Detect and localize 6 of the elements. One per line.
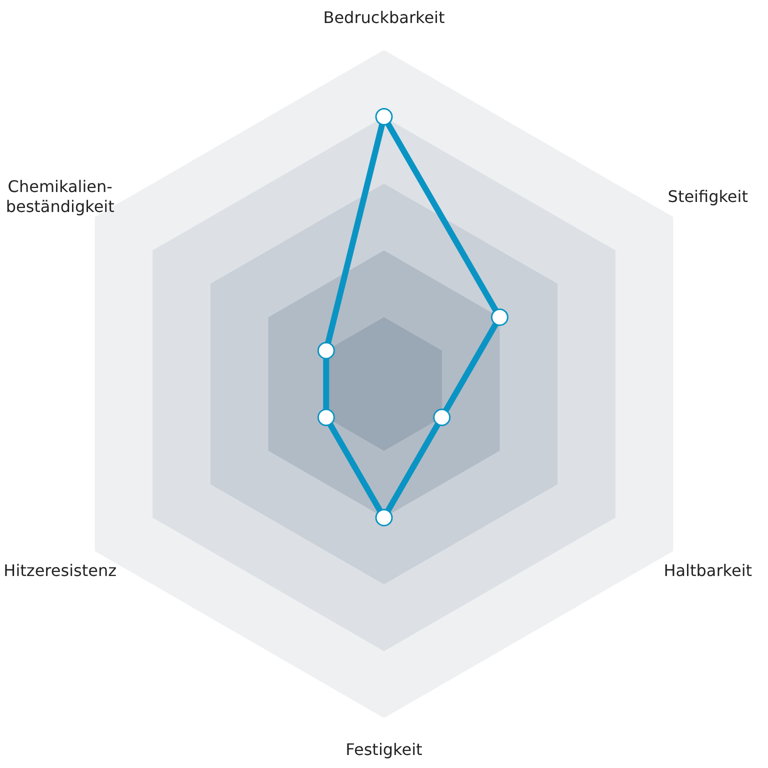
spoke-label: Bedruckbarkeit <box>323 8 445 27</box>
spoke-label: Haltbarkeit <box>664 561 752 580</box>
spoke-label: Festigkeit <box>346 740 422 759</box>
spoke-label: Hitzeresistenz <box>4 561 117 580</box>
spoke-label: Chemikalien- beständigkeit <box>6 177 114 216</box>
spoke-label: Steifigkeit <box>668 187 748 206</box>
